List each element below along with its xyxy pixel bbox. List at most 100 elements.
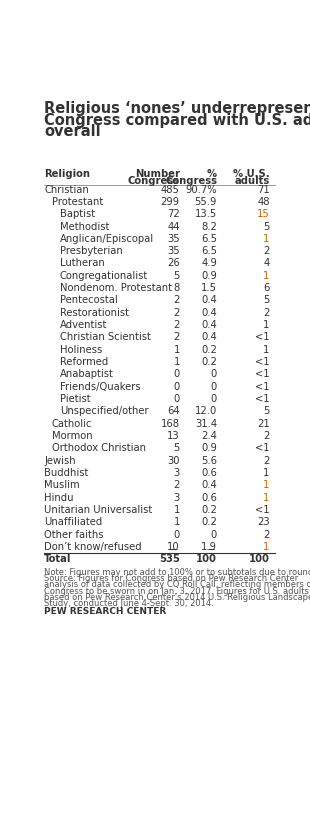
Text: 100: 100 (196, 554, 217, 564)
Text: analysis of data collected by CQ Roll Call, reflecting members of: analysis of data collected by CQ Roll Ca… (44, 580, 310, 589)
Text: Congress compared with U.S. adults: Congress compared with U.S. adults (44, 112, 310, 128)
Text: 2: 2 (263, 308, 270, 318)
Text: 1: 1 (263, 541, 270, 552)
Text: 35: 35 (167, 234, 180, 244)
Text: Pietist: Pietist (60, 394, 90, 404)
Text: 1.9: 1.9 (201, 541, 217, 552)
Text: Holiness: Holiness (60, 345, 102, 354)
Text: Anglican/Episcopal: Anglican/Episcopal (60, 234, 154, 244)
Text: 168: 168 (161, 419, 180, 428)
Text: Catholic: Catholic (52, 419, 92, 428)
Text: <1: <1 (255, 369, 270, 380)
Text: 0.2: 0.2 (201, 505, 217, 515)
Text: 2: 2 (173, 480, 180, 490)
Text: 71: 71 (257, 185, 270, 194)
Text: 35: 35 (167, 246, 180, 256)
Text: % U.S.: % U.S. (233, 169, 270, 179)
Text: Unspecified/other: Unspecified/other (60, 406, 148, 416)
Text: based on Pew Research Center’s 2014 U.S. Religious Landscape: based on Pew Research Center’s 2014 U.S.… (44, 593, 310, 602)
Text: 2: 2 (173, 308, 180, 318)
Text: 3: 3 (174, 493, 180, 502)
Text: Don’t know/refused: Don’t know/refused (44, 541, 142, 552)
Text: 4: 4 (264, 259, 270, 268)
Text: Note: Figures may not add to 100% or to subtotals due to rounding.: Note: Figures may not add to 100% or to … (44, 568, 310, 577)
Text: Buddhist: Buddhist (44, 468, 89, 478)
Text: 1: 1 (263, 468, 270, 478)
Text: Anabaptist: Anabaptist (60, 369, 113, 380)
Text: Orthodox Christian: Orthodox Christian (52, 443, 146, 454)
Text: 2: 2 (173, 295, 180, 306)
Text: 2: 2 (263, 246, 270, 256)
Text: 8.2: 8.2 (201, 221, 217, 232)
Text: Methodist: Methodist (60, 221, 109, 232)
Text: Congress to be sworn in on Jan. 3, 2017. Figures for U.S. adults: Congress to be sworn in on Jan. 3, 2017.… (44, 586, 309, 595)
Text: Other faiths: Other faiths (44, 529, 104, 540)
Text: 1: 1 (263, 345, 270, 354)
Text: Religious ‘nones’ underrepresented  in: Religious ‘nones’ underrepresented in (44, 102, 310, 116)
Text: 5: 5 (263, 295, 270, 306)
Text: 6: 6 (263, 283, 270, 293)
Text: <1: <1 (255, 357, 270, 367)
Text: Study, conducted June 4-Sept. 30, 2014.: Study, conducted June 4-Sept. 30, 2014. (44, 599, 214, 608)
Text: 299: 299 (161, 197, 180, 207)
Text: 1: 1 (263, 493, 270, 502)
Text: Christian: Christian (44, 185, 89, 194)
Text: 1: 1 (173, 517, 180, 527)
Text: 0.2: 0.2 (201, 357, 217, 367)
Text: 13: 13 (167, 431, 180, 441)
Text: 0.6: 0.6 (201, 493, 217, 502)
Text: <1: <1 (255, 394, 270, 404)
Text: 2: 2 (263, 431, 270, 441)
Text: 2: 2 (173, 320, 180, 330)
Text: 2: 2 (263, 455, 270, 466)
Text: Unitarian Universalist: Unitarian Universalist (44, 505, 153, 515)
Text: 55.9: 55.9 (195, 197, 217, 207)
Text: 1: 1 (263, 271, 270, 280)
Text: Hindu: Hindu (44, 493, 74, 502)
Text: 3: 3 (174, 468, 180, 478)
Text: 0: 0 (211, 369, 217, 380)
Text: 13.5: 13.5 (195, 209, 217, 220)
Text: 2: 2 (173, 333, 180, 342)
Text: 5: 5 (263, 406, 270, 416)
Text: 1: 1 (263, 320, 270, 330)
Text: 5: 5 (173, 271, 180, 280)
Text: 0.9: 0.9 (201, 443, 217, 454)
Text: Congress: Congress (165, 176, 217, 186)
Text: 44: 44 (167, 221, 180, 232)
Text: Unaffiliated: Unaffiliated (44, 517, 102, 527)
Text: 10: 10 (167, 541, 180, 552)
Text: 100: 100 (249, 554, 270, 564)
Text: Congress: Congress (128, 176, 180, 186)
Text: 1: 1 (173, 505, 180, 515)
Text: Source: Figures for Congress based on Pew Research Center: Source: Figures for Congress based on Pe… (44, 574, 299, 583)
Text: 535: 535 (159, 554, 180, 564)
Text: 8: 8 (174, 283, 180, 293)
Text: overall: overall (44, 124, 101, 139)
Text: 90.7%: 90.7% (185, 185, 217, 194)
Text: Pentecostal: Pentecostal (60, 295, 117, 306)
Text: Presbyterian: Presbyterian (60, 246, 122, 256)
Text: 0: 0 (211, 529, 217, 540)
Text: 0.4: 0.4 (201, 333, 217, 342)
Text: 0.2: 0.2 (201, 345, 217, 354)
Text: 4.9: 4.9 (201, 259, 217, 268)
Text: 5: 5 (173, 443, 180, 454)
Text: 0.4: 0.4 (201, 480, 217, 490)
Text: 72: 72 (167, 209, 180, 220)
Text: 2: 2 (263, 529, 270, 540)
Text: 1: 1 (263, 480, 270, 490)
Text: Reformed: Reformed (60, 357, 108, 367)
Text: 15: 15 (257, 209, 270, 220)
Text: 21: 21 (257, 419, 270, 428)
Text: Mormon: Mormon (52, 431, 93, 441)
Text: Congregationalist: Congregationalist (60, 271, 148, 280)
Text: 0.2: 0.2 (201, 517, 217, 527)
Text: Adventist: Adventist (60, 320, 107, 330)
Text: 1: 1 (173, 345, 180, 354)
Text: 2.4: 2.4 (201, 431, 217, 441)
Text: Protestant: Protestant (52, 197, 103, 207)
Text: 0: 0 (174, 381, 180, 392)
Text: <1: <1 (255, 443, 270, 454)
Text: 26: 26 (167, 259, 180, 268)
